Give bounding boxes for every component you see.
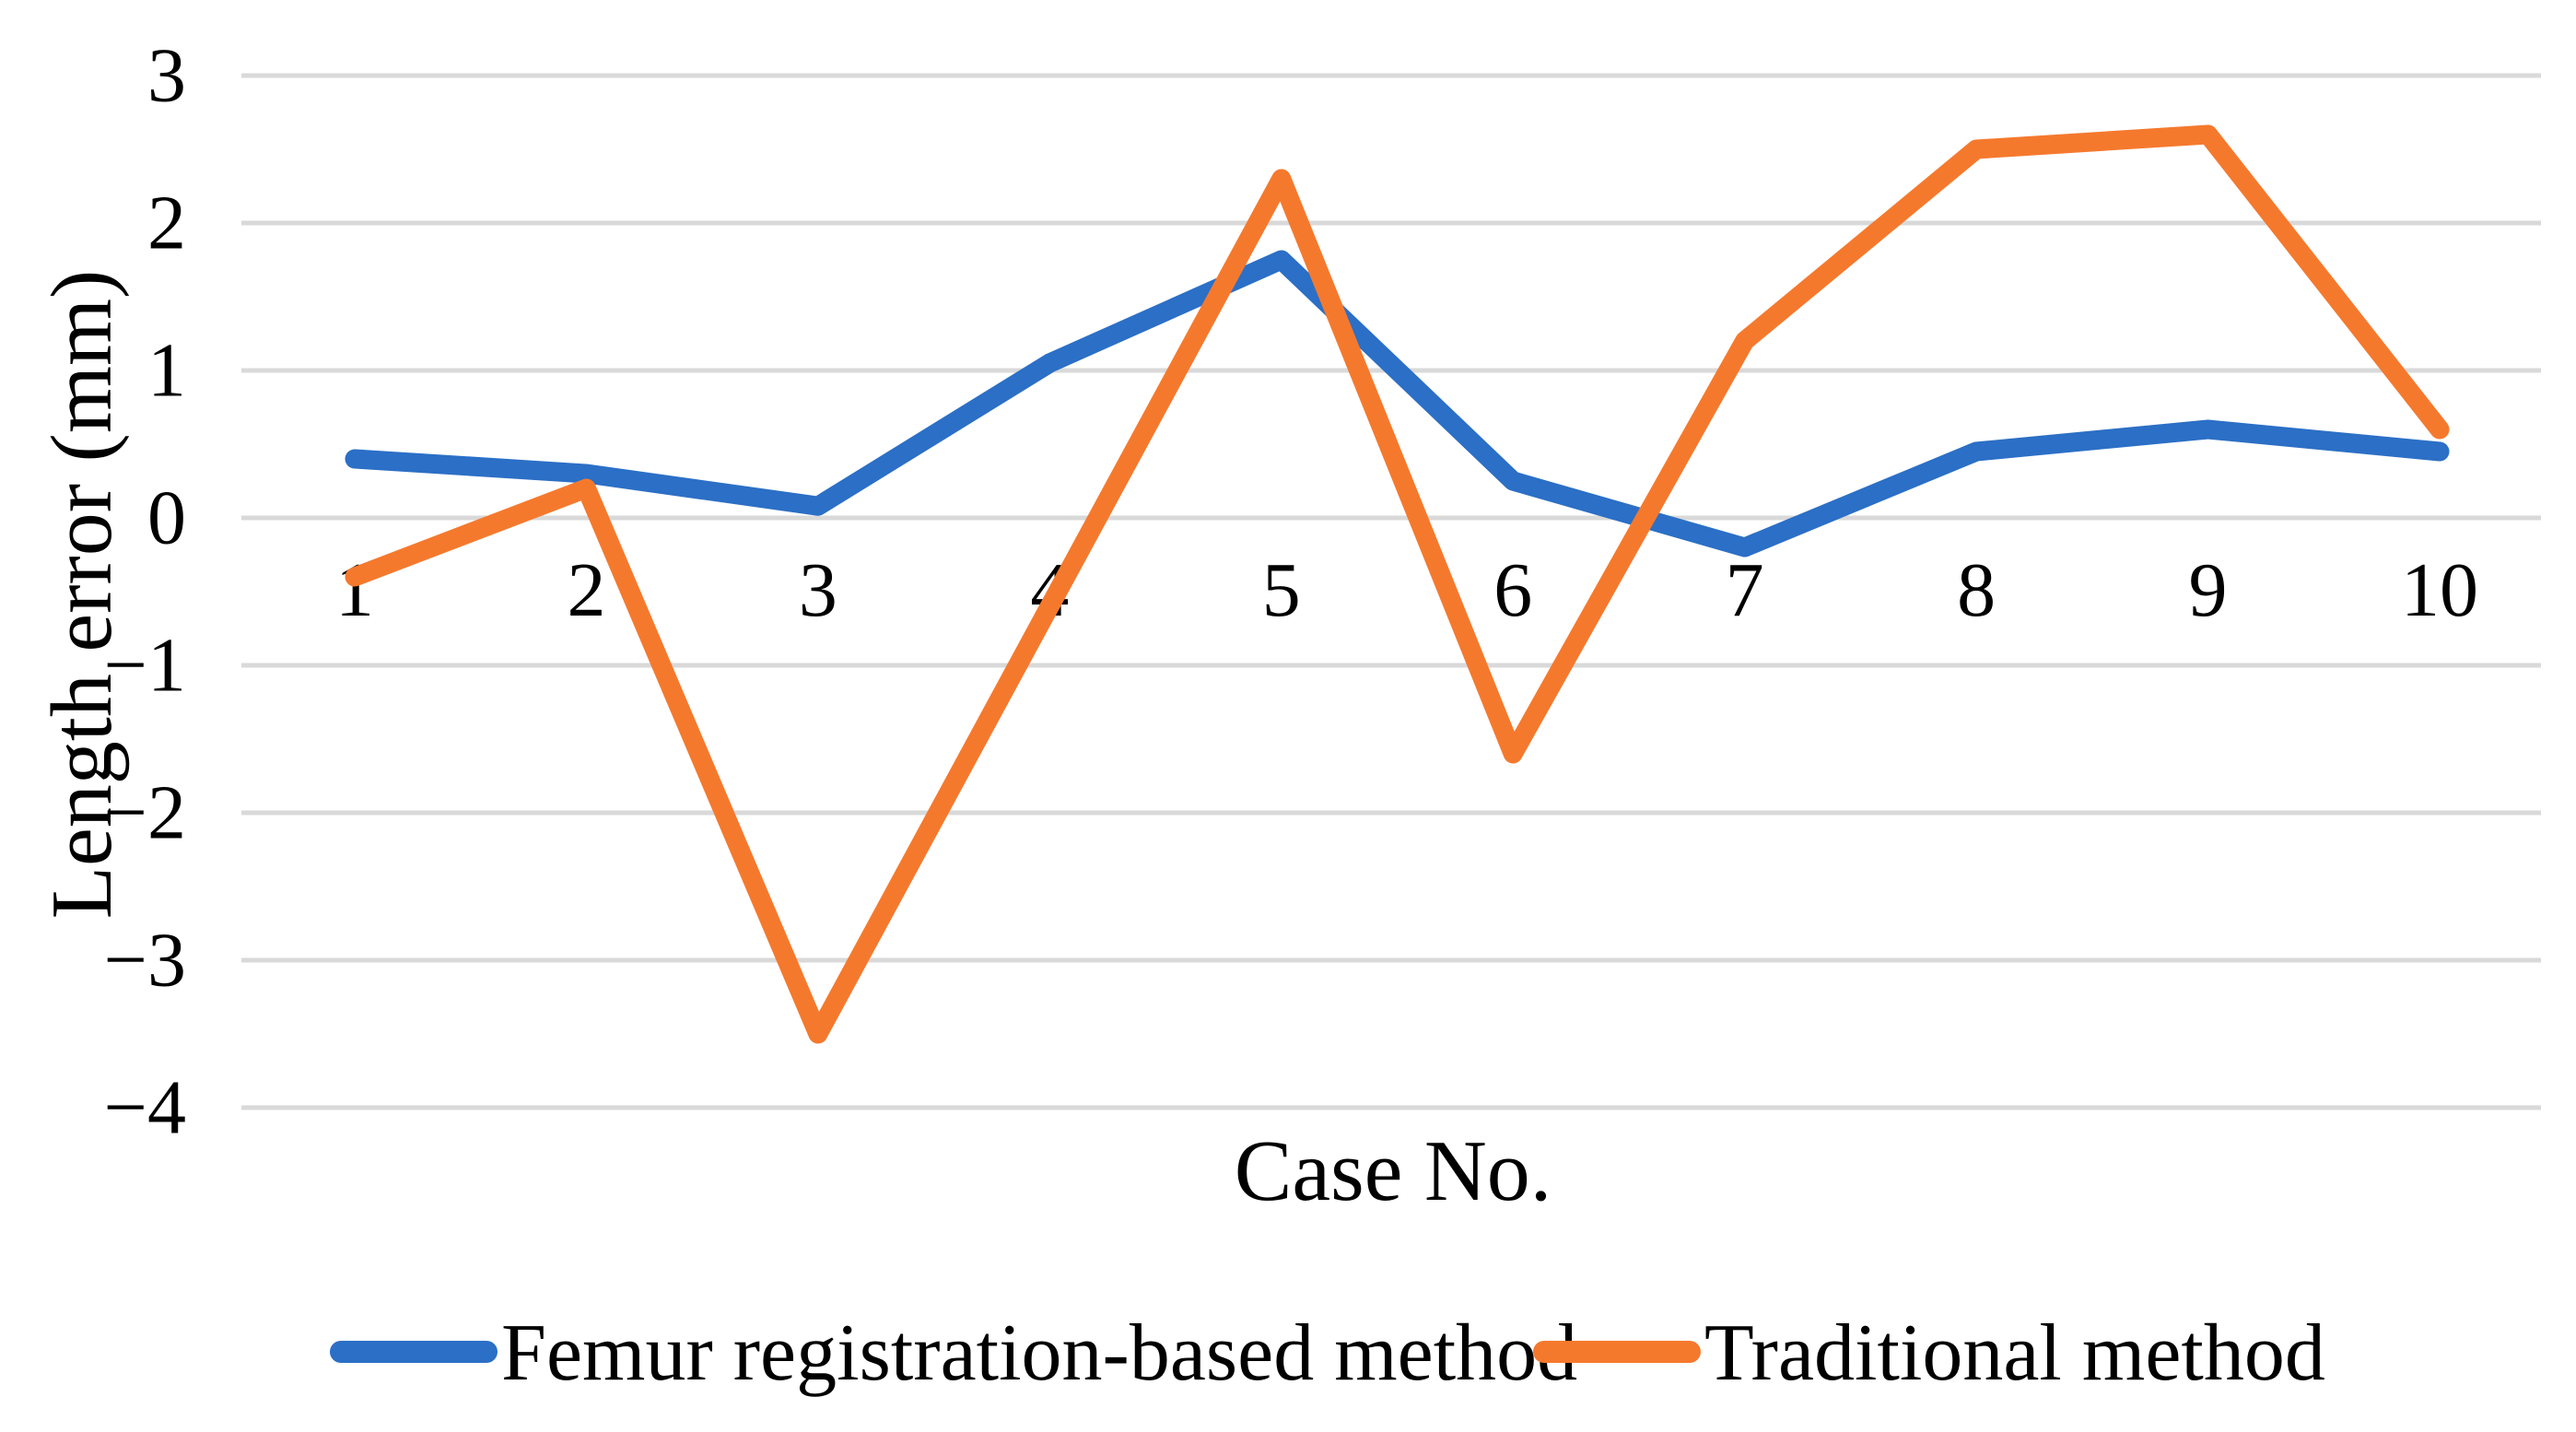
x-tick-label: 8: [1957, 547, 1996, 633]
y-tick-label: 0: [147, 475, 186, 561]
legend: Femur registration-based method Traditio…: [330, 1309, 2325, 1398]
legend-label-traditional: Traditional method: [1704, 1309, 2325, 1398]
x-tick-label: 2: [567, 547, 605, 633]
legend-label-femur: Femur registration-based method: [501, 1309, 1577, 1398]
series-lines-group: [345, 124, 2450, 1044]
femur-series-line: [345, 250, 2450, 558]
y-tick-label: 3: [147, 33, 186, 119]
y-tick-label: 2: [147, 181, 186, 266]
x-tick-label: 7: [1726, 547, 1764, 633]
y-tick-label: −4: [104, 1065, 186, 1151]
y-axis-title: Length error (mm): [34, 270, 130, 920]
x-tick-label: 3: [799, 547, 837, 633]
x-tick-label: 1: [335, 547, 374, 633]
x-axis-tick-labels: 1 2 3 4 5 6 7 8 9 10: [335, 547, 2478, 633]
y-tick-label: −2: [104, 770, 186, 856]
y-tick-label: −3: [104, 918, 186, 1004]
legend-item-traditional: Traditional method: [1533, 1309, 2325, 1398]
y-axis-tick-labels: 3 2 1 0 −1 −2 −3 −4: [104, 33, 186, 1151]
x-tick-label: 6: [1493, 547, 1532, 633]
x-tick-label: 10: [2401, 547, 2478, 633]
x-tick-label: 5: [1262, 547, 1301, 633]
legend-item-femur: Femur registration-based method: [330, 1309, 1577, 1398]
x-axis-title: Case No.: [1235, 1123, 1552, 1219]
x-tick-label: 9: [2189, 547, 2228, 633]
y-tick-label: −1: [104, 623, 186, 709]
y-tick-label: 1: [147, 328, 186, 414]
traditional-series-line: [345, 124, 2450, 1044]
